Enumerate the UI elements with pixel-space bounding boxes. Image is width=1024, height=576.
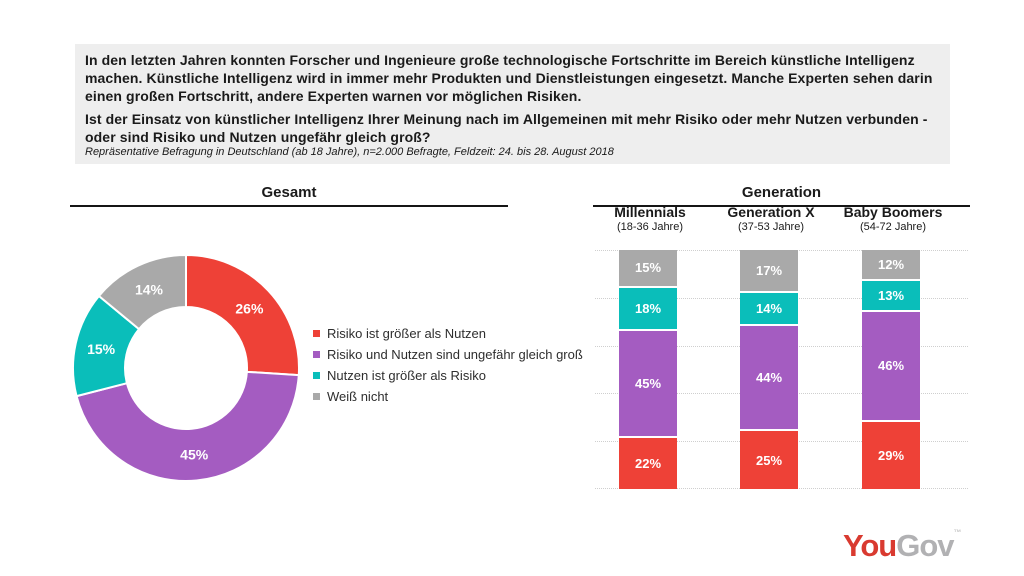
question-paragraph: Ist der Einsatz von künstlicher Intellig… — [85, 111, 928, 145]
legend-label: Nutzen ist größer als Risiko — [327, 368, 486, 383]
bar-chart-title: Generation — [593, 184, 970, 207]
bar-segment-label: 46% — [877, 358, 905, 374]
category-header: Generation X (37-53 Jahre) — [696, 205, 846, 234]
legend-item: Nutzen ist größer als Risiko — [313, 365, 583, 386]
bar-segment: 44% — [740, 324, 798, 430]
stacked-bar-chart: 15% 18% 45% 22% 17% 14% 44% 25% 12% 13% 46% 29% — [595, 250, 968, 489]
stacked-bar: 17% 14% 44% 25% — [740, 250, 798, 489]
category-header: Millennials (18-36 Jahre) — [575, 205, 725, 234]
legend-swatch-icon — [313, 393, 320, 400]
legend-item: Weiß nicht — [313, 386, 583, 407]
category-name: Baby Boomers — [843, 204, 943, 220]
donut-segment — [185, 254, 300, 377]
donut-segment-label: 45% — [180, 447, 209, 463]
bar-segment-label: 12% — [877, 256, 905, 272]
logo-gov: Gov — [896, 528, 954, 563]
bar-segment-label: 17% — [755, 262, 783, 278]
category-age-range: (37-53 Jahre) — [737, 221, 805, 233]
category-age-range: (54-72 Jahre) — [859, 221, 927, 233]
category-name: Millennials — [614, 204, 686, 220]
legend-swatch-icon — [313, 330, 320, 337]
bar-segment: 22% — [619, 436, 677, 489]
bar-segment-label: 13% — [877, 287, 905, 303]
stacked-bar: 12% 13% 46% 29% — [862, 250, 920, 489]
donut-chart: 26% 45% 15% 14% — [72, 254, 300, 482]
yougov-logo: YouGov™ — [843, 528, 962, 564]
bar-segment: 13% — [862, 278, 920, 310]
legend-swatch-icon — [313, 372, 320, 379]
donut-segment-label: 15% — [87, 341, 116, 357]
category-name: Generation X — [727, 204, 815, 220]
bar-segment: 15% — [619, 250, 677, 286]
bar-segment-label: 25% — [755, 452, 783, 468]
bar-segment: 46% — [862, 309, 920, 420]
methodology-note: Repräsentative Befragung in Deutschland … — [85, 146, 614, 158]
bar-segment-label: 45% — [634, 376, 662, 392]
bar-segment-label: 22% — [634, 456, 662, 472]
bar-segment: 45% — [619, 328, 677, 437]
legend-item: Risiko und Nutzen sind ungefähr gleich g… — [313, 344, 583, 365]
legend-label: Risiko und Nutzen sind ungefähr gleich g… — [327, 347, 583, 362]
donut-chart-title: Gesamt — [70, 184, 508, 207]
donut-segment-label: 26% — [235, 300, 264, 316]
logo-trademark-icon: ™ — [953, 528, 962, 537]
donut-segment — [97, 254, 187, 331]
donut-segment — [75, 370, 300, 482]
bar-segment: 14% — [740, 290, 798, 325]
stacked-bar: 15% 18% 45% 22% — [619, 250, 677, 489]
bar-segment-label: 44% — [755, 370, 783, 386]
donut-segment-label: 14% — [135, 281, 164, 297]
legend-item: Risiko ist größer als Nutzen — [313, 323, 583, 344]
bar-category-headers: Millennials (18-36 Jahre) Generation X (37-… — [593, 205, 970, 247]
category-header: Baby Boomers (54-72 Jahre) — [818, 205, 968, 234]
question-box: In den letzten Jahren konnten Forscher u… — [75, 44, 950, 164]
legend-label: Risiko ist größer als Nutzen — [327, 326, 486, 341]
category-age-range: (18-36 Jahre) — [616, 221, 684, 233]
donut-legend: Risiko ist größer als Nutzen Risiko und N… — [313, 323, 583, 407]
legend-swatch-icon — [313, 351, 320, 358]
bar-segment: 18% — [619, 285, 677, 329]
bar-segment: 29% — [862, 419, 920, 489]
legend-label: Weiß nicht — [327, 389, 389, 404]
logo-you: You — [843, 528, 897, 563]
bar-segment-label: 14% — [755, 300, 783, 316]
bar-segment-label: 18% — [634, 300, 662, 316]
bar-segment-label: 29% — [877, 447, 905, 463]
bar-segment: 25% — [740, 429, 798, 489]
bar-segment: 17% — [740, 250, 798, 291]
intro-paragraph: In den letzten Jahren konnten Forscher u… — [85, 52, 933, 104]
bar-segment: 12% — [862, 250, 920, 279]
bar-segment-label: 15% — [634, 260, 662, 276]
